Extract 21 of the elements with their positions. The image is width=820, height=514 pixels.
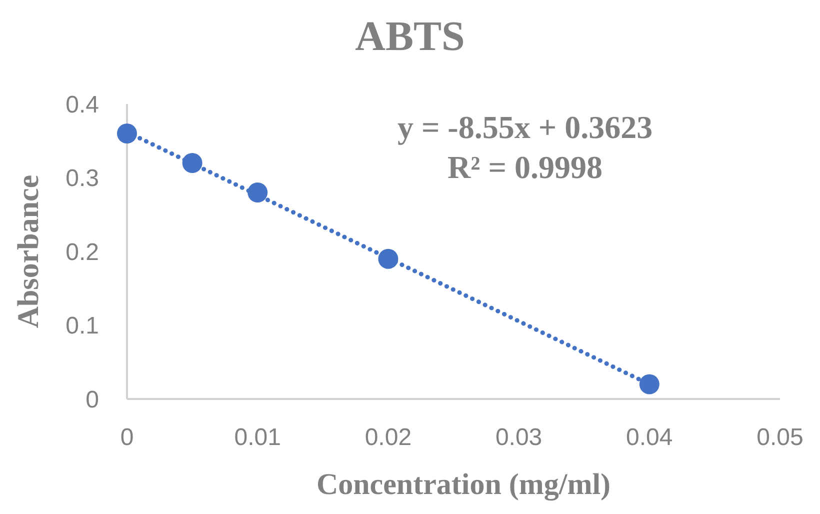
- x-axis-title: Concentration (mg/ml): [316, 468, 611, 501]
- y-axis-title: Absorbance: [12, 174, 45, 328]
- x-tick-label: 0.02: [364, 424, 412, 451]
- y-tick-label: 0: [86, 386, 99, 414]
- x-tick-label: 0.05: [756, 424, 804, 451]
- annotation: R² = 0.9998: [448, 149, 602, 185]
- point: [182, 153, 202, 173]
- y-tick-label: 0.3: [66, 165, 99, 192]
- x-tick-label: 0.01: [234, 424, 281, 451]
- x-tick-label: 0: [120, 424, 134, 451]
- x-tick-label: 0.03: [495, 424, 542, 451]
- x-tick-label: 0.04: [626, 424, 673, 451]
- point: [248, 182, 268, 202]
- chart-title: ABTS: [355, 14, 465, 60]
- annotation: y = -8.55x + 0.3623: [397, 109, 653, 145]
- point: [117, 124, 137, 144]
- y-tick-label: 0.4: [66, 91, 99, 118]
- y-tick-label: 0.1: [66, 312, 99, 340]
- y-tick-label: 0.2: [66, 238, 99, 266]
- point: [639, 374, 660, 394]
- point: [378, 248, 398, 269]
